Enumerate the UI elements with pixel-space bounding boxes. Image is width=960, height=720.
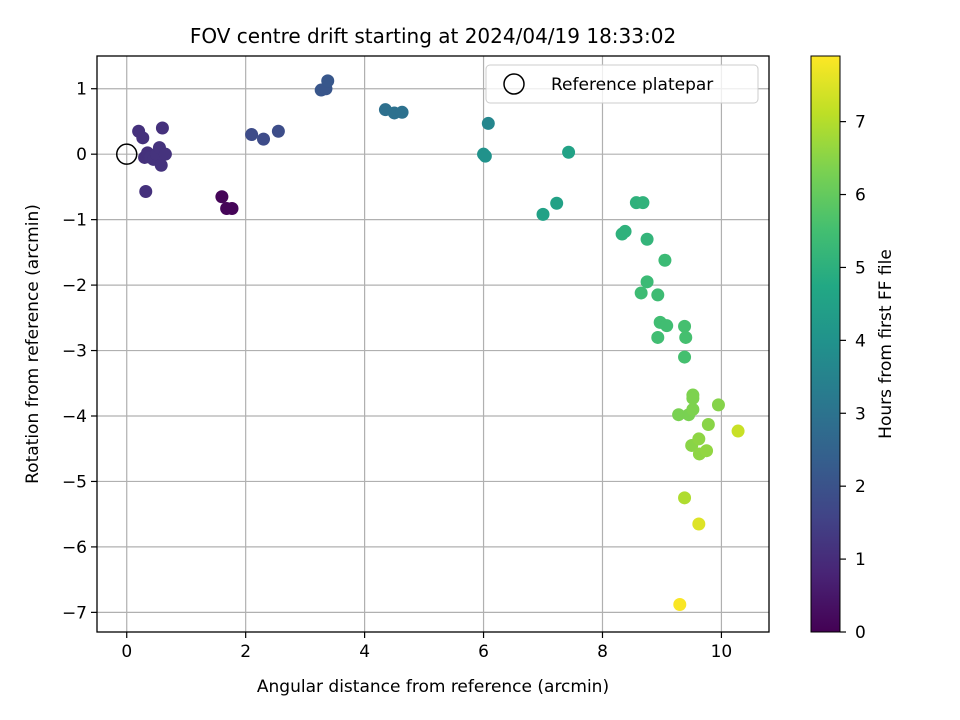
- y-tick-label: −1: [62, 211, 87, 231]
- data-point: [636, 196, 650, 210]
- data-point: [658, 253, 672, 267]
- legend-box: [485, 64, 759, 104]
- data-point: [678, 319, 692, 333]
- data-point: [651, 330, 665, 344]
- data-point: [321, 74, 335, 88]
- data-point: [271, 124, 285, 138]
- data-point: [678, 350, 692, 364]
- data-point: [536, 207, 550, 221]
- x-tick-label: 0: [121, 642, 132, 662]
- data-point: [158, 147, 172, 161]
- data-point: [686, 402, 700, 416]
- colorbar-tick-label: 0: [855, 623, 866, 643]
- colorbar: 0 1 2 3 4 5 6 7 Hours from first FF file: [810, 55, 896, 643]
- x-tick-label: 4: [359, 642, 370, 662]
- y-axis-label: Rotation from reference (arcmin): [23, 204, 43, 484]
- colorbar-tick-label: 4: [855, 331, 866, 351]
- colorbar-tick-label: 6: [855, 186, 866, 206]
- y-tick-label: −7: [62, 603, 87, 623]
- y-tick-label: −4: [62, 407, 87, 427]
- legend-label: Reference platepar: [551, 75, 713, 95]
- data-point: [225, 202, 239, 216]
- data-point: [672, 408, 686, 422]
- data-point: [562, 145, 576, 159]
- data-point: [395, 105, 409, 119]
- x-tick-label: 2: [240, 642, 251, 662]
- colorbar-label: Hours from first FF file: [876, 249, 896, 439]
- data-point: [660, 319, 674, 333]
- colorbar-tick-label: 7: [855, 113, 866, 133]
- data-point: [692, 517, 706, 531]
- data-point: [155, 121, 169, 135]
- legend: Reference platepar: [485, 64, 759, 104]
- data-point: [640, 275, 654, 289]
- x-tick-label: 6: [478, 642, 489, 662]
- x-tick-label: 10: [711, 642, 733, 662]
- data-point: [711, 398, 725, 412]
- colorbar-tick-label: 1: [855, 550, 866, 570]
- data-point: [673, 598, 687, 612]
- data-point: [550, 196, 564, 210]
- y-tick-label: 1: [76, 80, 87, 100]
- data-point: [692, 432, 706, 446]
- x-grid: [126, 56, 723, 632]
- y-tick-label: −6: [62, 538, 87, 558]
- data-point: [245, 128, 259, 142]
- y-grid: [97, 88, 769, 613]
- data-point: [257, 132, 271, 146]
- data-point: [640, 232, 654, 246]
- data-point: [700, 444, 714, 458]
- data-point: [678, 491, 692, 505]
- legend-marker: [503, 73, 525, 95]
- data-point: [481, 116, 495, 130]
- y-tick-label: −2: [62, 276, 87, 296]
- y-tick-label: 0: [76, 145, 87, 165]
- colorbar-tick-label: 3: [855, 404, 866, 424]
- data-point: [139, 184, 153, 198]
- plot-frame: [96, 55, 770, 633]
- data-point: [731, 424, 745, 438]
- data-point: [478, 149, 492, 163]
- data-point: [679, 330, 693, 344]
- y-ticks: 1 0 −1 −2 −3 −4 −5 −6 −7: [62, 80, 97, 623]
- data-point: [154, 158, 168, 172]
- colorbar-gradient: [810, 55, 841, 633]
- y-tick-label: −3: [62, 342, 87, 362]
- data-point: [651, 288, 665, 302]
- colorbar-tick-label: 5: [855, 258, 866, 278]
- data-point: [618, 224, 632, 238]
- x-axis-label: Angular distance from reference (arcmin): [257, 677, 609, 697]
- reference-marker: [115, 143, 138, 165]
- y-tick-label: −5: [62, 472, 87, 492]
- colorbar-ticks: 0 1 2 3 4 5 6 7: [840, 113, 866, 643]
- chart-title: FOV centre drift starting at 2024/04/19 …: [190, 24, 676, 48]
- data-point: [136, 131, 150, 145]
- x-tick-label: 8: [597, 642, 608, 662]
- data-point: [634, 286, 648, 300]
- colorbar-tick-label: 2: [855, 477, 866, 497]
- data-point: [215, 190, 229, 204]
- data-point: [701, 418, 715, 432]
- data-point: [686, 391, 700, 405]
- data-points: [132, 74, 745, 612]
- x-ticks: 0 2 4 6 8 10: [121, 632, 732, 662]
